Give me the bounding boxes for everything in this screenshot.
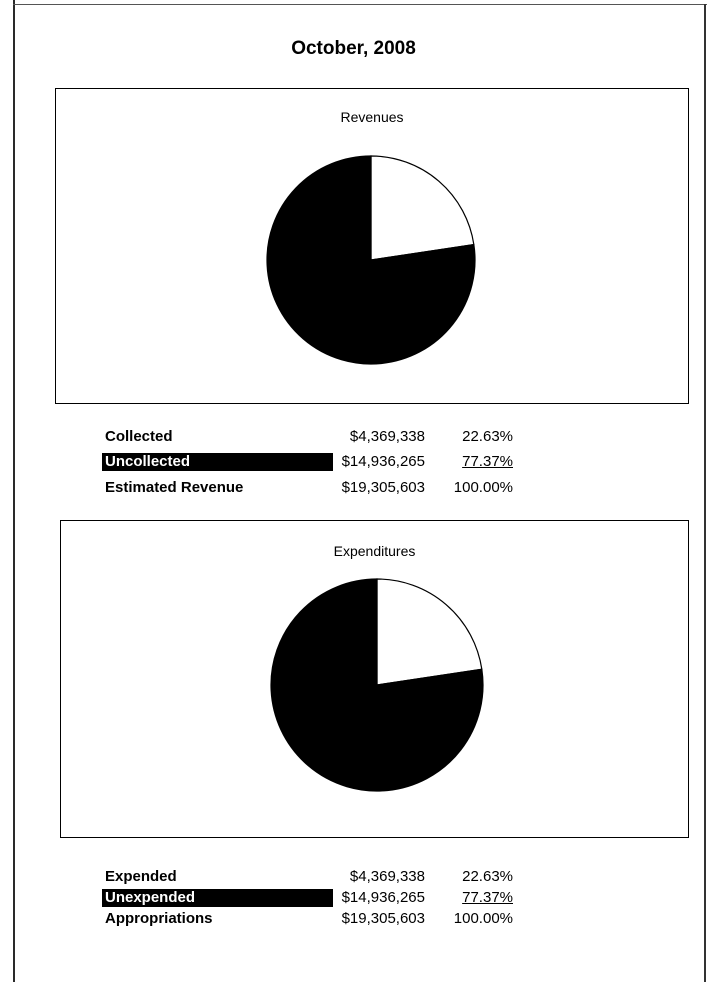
page-border bbox=[13, 0, 15, 982]
row-percent: 77.37% bbox=[441, 889, 513, 907]
row-amount: $4,369,338 bbox=[295, 868, 425, 886]
table-row: Expended $4,369,338 22.63% bbox=[102, 868, 702, 887]
row-label: Estimated Revenue bbox=[102, 479, 243, 497]
row-percent: 100.00% bbox=[441, 479, 513, 497]
revenues-chart: Revenues bbox=[55, 88, 689, 404]
row-percent: 100.00% bbox=[441, 910, 513, 928]
row-amount: $4,369,338 bbox=[295, 428, 425, 446]
expenditures-pie bbox=[61, 521, 688, 837]
row-amount: $19,305,603 bbox=[295, 910, 425, 928]
row-amount: $14,936,265 bbox=[295, 453, 425, 471]
table-row: Appropriations $19,305,603 100.00% bbox=[102, 910, 702, 929]
row-amount: $19,305,603 bbox=[295, 479, 425, 497]
row-amount: $14,936,265 bbox=[295, 889, 425, 907]
revenues-pie bbox=[56, 89, 688, 403]
pie-slice-expended bbox=[377, 579, 482, 685]
row-percent: 77.37% bbox=[441, 453, 513, 471]
table-row: Unexpended $14,936,265 77.37% bbox=[102, 889, 702, 908]
table-row: Collected $4,369,338 22.63% bbox=[102, 428, 702, 447]
expenditures-chart: Expenditures bbox=[60, 520, 689, 838]
page-border-right bbox=[704, 4, 706, 982]
table-row: Estimated Revenue $19,305,603 100.00% bbox=[102, 479, 702, 498]
page-border-top bbox=[13, 4, 707, 5]
page-title: October, 2008 bbox=[0, 38, 707, 60]
row-percent: 22.63% bbox=[441, 868, 513, 886]
table-row: Uncollected $14,936,265 77.37% bbox=[102, 453, 702, 472]
row-label: Appropriations bbox=[102, 910, 213, 928]
pie-slice-collected bbox=[371, 156, 474, 260]
row-percent: 22.63% bbox=[441, 428, 513, 446]
row-label: Expended bbox=[102, 868, 177, 886]
row-label: Collected bbox=[102, 428, 173, 446]
